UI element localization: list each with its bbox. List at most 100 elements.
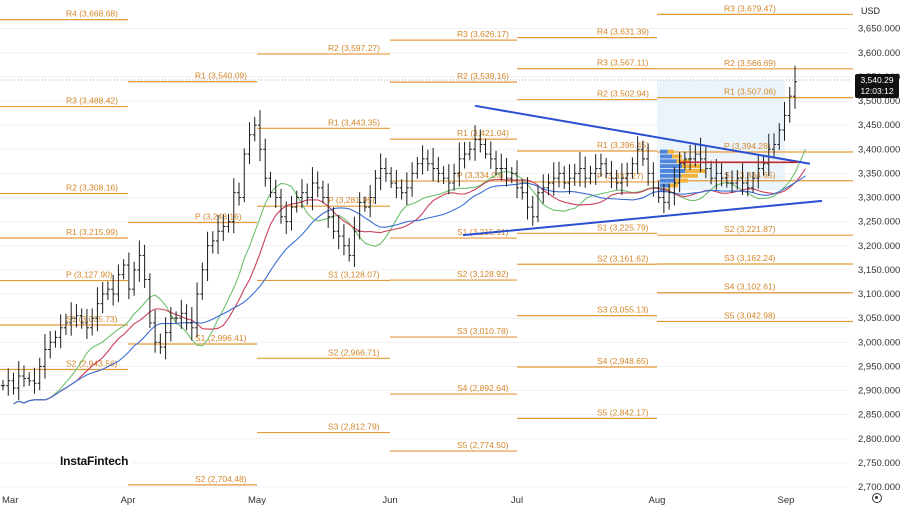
pivot-label: P (3,281.95) [328,195,375,205]
pivot-label: R2 (3,597.27) [328,43,380,53]
pivot-label: R3 (3,567.11) [597,58,649,68]
pivot-label: S4 (2,892.64) [457,383,509,393]
price-tick-label: 3,200.000 [858,241,900,252]
pivot-label: R4 (3,668.68) [66,9,118,19]
price-tick-label: 3,150.000 [858,265,900,276]
trendlines [462,104,823,237]
pivot-label: S4 (3,102.61) [724,282,776,292]
pivot-label: R1 (3,443.35) [328,117,380,127]
pivot-label: P (3,334.03) [457,170,504,180]
pivot-label: S3 (3,055.13) [597,305,649,315]
pivot-label: S1 (2,996.41) [195,333,247,343]
volume-profile-bar [660,164,682,169]
volume-profile-bar [660,154,673,159]
price-tick-label: 2,900.000 [858,386,900,397]
month-label: Sep [778,495,795,506]
pivot-label: R1 (3,540.09) [195,71,247,81]
lower-trendline [462,199,823,237]
price-tick-label: 3,050.000 [858,313,900,324]
price-bars [1,65,797,401]
pivot-label: S3 (2,812.79) [328,422,380,432]
month-label: Aug [649,495,666,506]
pivot-label: R3 (3,679.47) [724,3,776,13]
pivot-label: S1 (3,215.91) [457,227,509,237]
volume-profile-bar [660,159,677,164]
price-tick-label: 3,500.000 [858,96,900,107]
pivot-label: P (3,332.27) [597,171,644,181]
pivot-label: P (3,127.90) [66,270,113,280]
price-tick-label: 2,700.000 [858,482,900,493]
upper-trendline [474,104,811,165]
price-tick-label: 3,600.000 [858,48,900,59]
pivot-label: R4 (3,631.39) [597,27,649,37]
pivot-label: S2 (2,966.71) [328,347,380,357]
volume-profile-bar [672,154,682,159]
pivot-label: S1 (3,225.79) [597,222,649,232]
volume-profile-bar [675,178,688,183]
pivot-label: P (3,394.28) [724,141,771,151]
time-axis: Mar Apr May Jun Jul Aug Sep [2,495,794,506]
pivot-label: R3 (3,488.42) [66,96,118,106]
currency-label[interactable]: USD [861,6,881,16]
price-tick-label: 2,800.000 [858,434,900,445]
pivot-label: S3 (3,010.78) [457,326,509,336]
pivot-label: S5 (2,842.17) [597,407,649,417]
volume-profile-bar [660,149,668,154]
price-tick-label: 3,350.000 [858,168,900,179]
pivot-label: R2 (3,566.69) [724,58,776,68]
pivot-label: S3 (3,162.24) [724,253,776,263]
volume-profile-bar [660,173,681,178]
pivot-label: R1 (3,507.06) [724,87,776,97]
month-label: Mar [2,495,18,506]
pivot-label: R3 (3,626.17) [457,29,509,39]
price-tick-label: 3,400.000 [858,144,900,155]
volume-profile-bar [660,188,666,193]
pivot-label: R2 (3,308.16) [66,183,118,193]
month-label: May [248,495,266,506]
pivot-label: S5 (3,042.98) [724,311,776,321]
volume-profile-bar [680,173,698,178]
volume-profile-bar [667,149,674,154]
last-price-badge: 3,540.29 12:03:12 [855,74,899,98]
moving-average-line [13,175,806,405]
pivot-label: S5 (2,774.50) [457,440,509,450]
pivot-label: S1 (3,128.07) [328,269,380,279]
month-label: Apr [121,495,136,506]
pivot-label: S2 (3,221.87) [724,224,776,234]
month-label: Jul [511,495,523,506]
pivot-label: R1 (3,396.45) [597,140,649,150]
volume-profile-bar [660,178,676,183]
brand-logo: InstaFintech [56,452,133,470]
pivot-label: S2 (2,704.48) [195,474,247,484]
pivot-label: S2 (3,128.92) [457,269,509,279]
price-tick-label: 3,450.000 [858,120,900,131]
pivot-label: S1 (3,334.65) [724,170,776,180]
volume-profile-bar [660,168,686,173]
pivot-levels: R4 (3,668.68) R3 (3,488.42) R2 (3,308.16) R… [0,3,853,486]
volume-profile-bar [682,164,700,169]
price-tick-label: 3,300.000 [858,193,900,204]
pivot-label: S2 (3,161.62) [597,253,649,263]
settings-gear-icon[interactable] [872,493,882,503]
volume-profile [660,149,706,193]
pivot-label: R2 (3,502.94) [597,89,649,99]
moving-average-line [13,168,806,405]
price-tick-label: 2,750.000 [858,458,900,469]
pivot-label: R1 (3,421.04) [457,128,509,138]
price-tick-label: 3,250.000 [858,217,900,228]
price-tick-label: 2,950.000 [858,361,900,372]
pivot-label: R1 (3,215.99) [66,227,118,237]
volume-profile-bar [676,159,690,164]
last-price-value: 3,540.29 [860,75,894,85]
pivot-label: S2 (2,943.56) [66,358,118,368]
volume-profile-bar [660,183,670,188]
volume-profile-bar [685,168,706,173]
price-tick-label: 3,000.000 [858,337,900,348]
bar-countdown: 12:03:12 [860,86,894,96]
month-label: Jun [382,495,397,506]
pivot-label: S4 (2,948.65) [597,356,649,366]
price-tick-label: 3,100.000 [858,289,900,300]
price-tick-label: 2,850.000 [858,410,900,421]
pivot-label: R2 (3,539.16) [457,71,509,81]
